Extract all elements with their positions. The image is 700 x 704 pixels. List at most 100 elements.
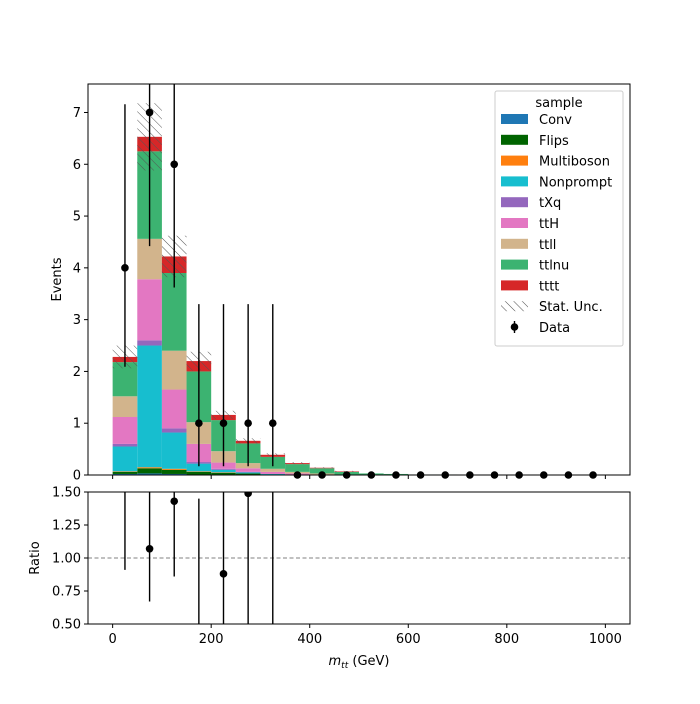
main-y-tick-label-2: 2 bbox=[73, 365, 81, 380]
legend-swatch-ttll bbox=[501, 238, 528, 249]
bar-nonprompt-6 bbox=[260, 473, 286, 475]
ratio-y-tick-label-0.75: 0.75 bbox=[52, 585, 81, 600]
data-point-5 bbox=[244, 419, 252, 428]
main-y-ticks: 0 1 2 3 4 5 6 7 bbox=[73, 106, 88, 484]
ratio-x-ticks: 0 200 400 600 800 1000 bbox=[108, 624, 622, 647]
ratio-x-tick-label-0: 0 bbox=[108, 632, 116, 647]
bar-nonprompt-2 bbox=[161, 432, 187, 469]
legend-label-multiboson: Multiboson bbox=[539, 155, 610, 170]
bar-nonprompt-0 bbox=[112, 446, 138, 472]
ratio-plot-area bbox=[88, 492, 630, 624]
legend-label-tth: ttH bbox=[539, 217, 559, 232]
data-points bbox=[121, 84, 597, 479]
main-plot-area bbox=[112, 103, 458, 475]
data-point-3 bbox=[195, 419, 203, 428]
bar-tth-2 bbox=[161, 389, 187, 429]
legend-swatch-multiboson bbox=[501, 155, 528, 166]
legend-label-tttt: tttt bbox=[539, 279, 559, 294]
stat-unc-7 bbox=[285, 462, 310, 465]
bar-txq-1 bbox=[137, 340, 162, 346]
bar-tth-0 bbox=[112, 416, 138, 444]
bar-ttll-6 bbox=[260, 468, 286, 472]
legend-label-nonprompt: Nonprompt bbox=[539, 175, 612, 190]
bar-flips-5 bbox=[235, 473, 261, 475]
data-point-0 bbox=[121, 264, 129, 272]
legend-swatch-txq bbox=[501, 197, 528, 208]
ratio-point-4 bbox=[219, 570, 228, 578]
bar-flips-4 bbox=[211, 472, 236, 475]
x-axis-label: mtt (GeV) bbox=[329, 654, 390, 671]
main-y-tick-label-0: 0 bbox=[73, 469, 81, 484]
bar-nonprompt-1 bbox=[137, 345, 162, 468]
bar-tth-1 bbox=[137, 279, 162, 341]
ratio-x-tick-label-200: 200 bbox=[199, 632, 224, 647]
data-point-2 bbox=[170, 160, 179, 169]
stat-unc-8 bbox=[309, 467, 335, 469]
bar-txq-0 bbox=[112, 443, 138, 447]
bar-flips-1 bbox=[137, 468, 162, 474]
bar-multiboson-4 bbox=[211, 472, 236, 473]
ratio-x-tick-label-600: 600 bbox=[396, 632, 421, 647]
ratio-y-tick-label-1.50: 1.50 bbox=[52, 486, 81, 501]
ratio-y-axis-label: Ratio bbox=[28, 541, 43, 574]
ratio-point-2 bbox=[170, 497, 179, 506]
data-point-4 bbox=[219, 419, 228, 428]
bar-multiboson-3 bbox=[186, 471, 212, 472]
legend-label-stat-unc: Stat. Unc. bbox=[539, 300, 603, 315]
ratio-point-5 bbox=[244, 492, 252, 498]
bar-tth-5 bbox=[235, 468, 261, 472]
bar-txq-2 bbox=[161, 428, 187, 433]
ratio-y-tick-label-0.50: 0.50 bbox=[52, 618, 81, 633]
ratio-x-tick-label-1000: 1000 bbox=[589, 632, 622, 647]
legend-swatch-stat-unc bbox=[501, 301, 528, 312]
bar-ttll-0 bbox=[112, 396, 138, 417]
legend-label-ttll: ttll bbox=[539, 238, 556, 253]
legend: sample Conv Flips Multiboson Nonprompt tXq ttH… bbox=[494, 90, 624, 347]
legend-title: sample bbox=[535, 96, 582, 111]
legend-label-ttlnu: ttlnu bbox=[539, 259, 569, 274]
bar-conv-2 bbox=[161, 473, 187, 475]
ratio-x-tick-label-800: 800 bbox=[494, 632, 519, 647]
x-axis-label-unit: (GeV) bbox=[348, 654, 389, 669]
bar-flips-3 bbox=[186, 471, 212, 475]
bar-ttlnu-7 bbox=[285, 464, 310, 472]
ratio-y-tick-label-1.00: 1.00 bbox=[52, 552, 81, 567]
main-y-tick-label-4: 4 bbox=[73, 261, 81, 276]
main-y-tick-label-6: 6 bbox=[73, 158, 81, 173]
data-point-6 bbox=[268, 419, 277, 428]
main-panel: 0 1 2 3 4 5 6 7 Events bbox=[50, 83, 631, 484]
bar-multiboson-2 bbox=[161, 468, 187, 470]
x-axis-label-sub: tt bbox=[341, 661, 349, 671]
legend-swatch-tth bbox=[501, 218, 528, 228]
bar-conv-0 bbox=[112, 473, 138, 475]
bar-txq-4 bbox=[211, 468, 236, 470]
ratio-x-tick-label-400: 400 bbox=[297, 632, 322, 647]
legend-swatch-data bbox=[510, 323, 519, 331]
legend-swatch-flips bbox=[501, 134, 528, 145]
main-y-tick-label-7: 7 bbox=[73, 106, 81, 121]
ratio-point-1 bbox=[145, 544, 154, 553]
legend-label-conv: Conv bbox=[539, 113, 572, 128]
main-y-tick-label-3: 3 bbox=[73, 313, 81, 328]
bar-multiboson-1 bbox=[137, 467, 162, 469]
data-point-1 bbox=[145, 108, 154, 117]
bar-nonprompt-3 bbox=[186, 463, 212, 472]
main-y-tick-label-1: 1 bbox=[73, 417, 81, 432]
ratio-y-tick-label-1.25: 1.25 bbox=[52, 519, 81, 534]
ratio-y-ticks: 0.50 0.75 1.00 1.25 1.50 bbox=[52, 486, 88, 633]
bar-ttlnu-8 bbox=[309, 468, 335, 474]
legend-swatch-conv bbox=[501, 114, 528, 124]
main-frame bbox=[87, 83, 631, 476]
main-y-tick-label-5: 5 bbox=[73, 210, 81, 225]
legend-label-data: Data bbox=[539, 321, 570, 336]
bar-multiboson-0 bbox=[112, 471, 138, 472]
bar-ttll-2 bbox=[161, 350, 187, 390]
legend-swatch-nonprompt bbox=[501, 176, 528, 187]
series-multiboson bbox=[112, 467, 236, 473]
series-nonprompt bbox=[112, 345, 286, 475]
bar-flips-2 bbox=[161, 469, 187, 474]
bar-txq-5 bbox=[235, 471, 261, 473]
bar-tth-6 bbox=[260, 471, 286, 474]
